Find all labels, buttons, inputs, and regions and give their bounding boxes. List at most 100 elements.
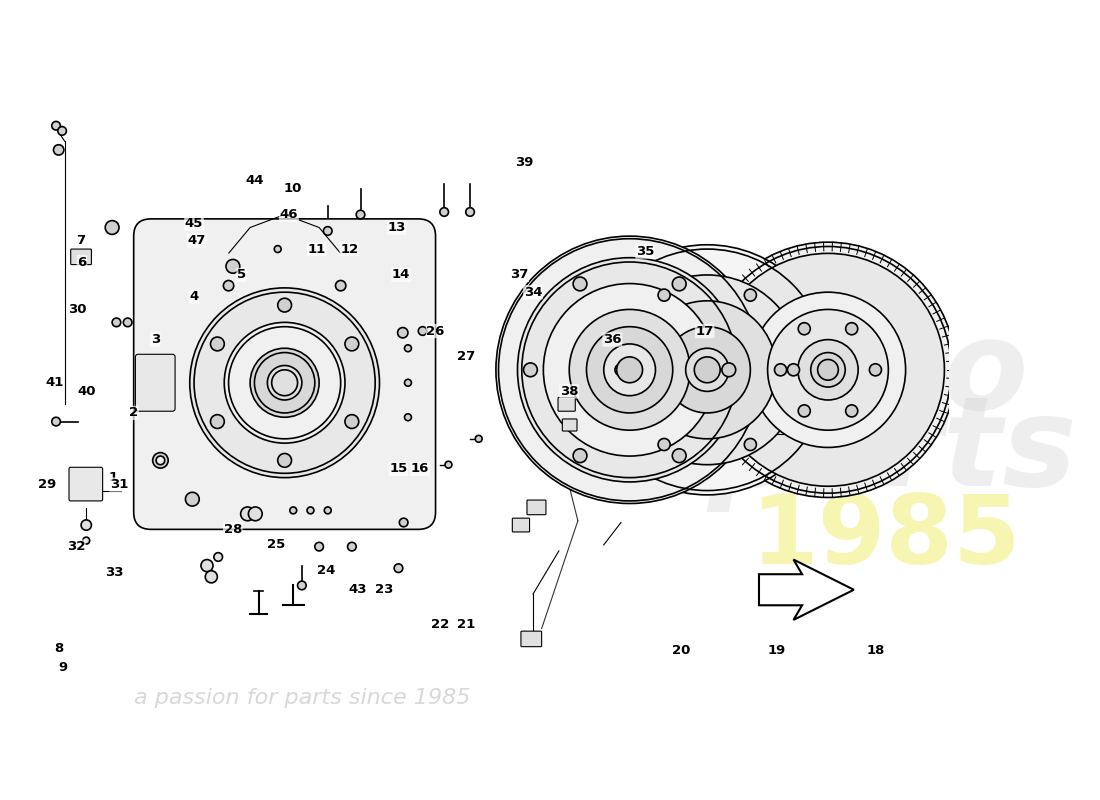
Text: 25: 25 xyxy=(267,538,285,550)
Circle shape xyxy=(658,289,670,301)
FancyBboxPatch shape xyxy=(70,249,91,265)
Text: 2: 2 xyxy=(129,406,139,419)
Text: 46: 46 xyxy=(279,208,298,221)
Circle shape xyxy=(201,559,213,572)
Circle shape xyxy=(869,364,881,376)
Circle shape xyxy=(524,363,537,377)
Text: 11: 11 xyxy=(307,242,326,255)
Circle shape xyxy=(613,275,802,465)
Text: a passion for parts since 1985: a passion for parts since 1985 xyxy=(134,687,470,707)
Text: 29: 29 xyxy=(39,478,56,491)
Circle shape xyxy=(52,122,60,130)
Text: 40: 40 xyxy=(77,385,96,398)
FancyBboxPatch shape xyxy=(135,354,175,411)
Circle shape xyxy=(465,208,474,216)
Circle shape xyxy=(397,327,408,338)
Circle shape xyxy=(774,364,786,376)
Text: 1: 1 xyxy=(109,471,118,484)
Circle shape xyxy=(210,414,224,429)
Circle shape xyxy=(722,363,736,377)
Circle shape xyxy=(745,438,757,450)
Circle shape xyxy=(323,226,332,235)
Circle shape xyxy=(817,359,838,380)
Circle shape xyxy=(210,337,224,351)
Text: 45: 45 xyxy=(185,217,204,230)
Circle shape xyxy=(405,414,411,421)
Circle shape xyxy=(405,379,411,386)
Text: 18: 18 xyxy=(866,644,884,657)
Text: 34: 34 xyxy=(524,286,542,298)
Text: 33: 33 xyxy=(106,566,124,579)
Circle shape xyxy=(336,281,345,291)
Circle shape xyxy=(658,438,670,450)
Text: 15: 15 xyxy=(389,462,408,475)
Circle shape xyxy=(638,301,777,439)
Circle shape xyxy=(798,340,858,400)
Text: 37: 37 xyxy=(510,269,528,282)
Circle shape xyxy=(52,418,60,426)
Text: parts: parts xyxy=(707,391,1077,512)
Circle shape xyxy=(750,292,905,447)
Circle shape xyxy=(712,254,945,486)
FancyBboxPatch shape xyxy=(69,467,102,501)
Circle shape xyxy=(701,242,956,498)
Text: 28: 28 xyxy=(223,523,242,536)
Text: 21: 21 xyxy=(456,618,475,630)
Circle shape xyxy=(298,581,306,590)
Circle shape xyxy=(106,221,119,234)
Circle shape xyxy=(475,435,482,442)
Text: 47: 47 xyxy=(187,234,206,247)
Circle shape xyxy=(569,310,690,430)
Polygon shape xyxy=(759,559,854,620)
Text: 38: 38 xyxy=(560,385,579,398)
Circle shape xyxy=(617,357,642,382)
Text: 32: 32 xyxy=(67,540,85,553)
Text: 9: 9 xyxy=(58,661,67,674)
Circle shape xyxy=(186,492,199,506)
Circle shape xyxy=(694,357,720,382)
Circle shape xyxy=(307,507,314,514)
Text: 22: 22 xyxy=(431,618,449,630)
FancyBboxPatch shape xyxy=(513,518,529,532)
Circle shape xyxy=(277,298,292,312)
Circle shape xyxy=(189,288,380,478)
Circle shape xyxy=(811,353,845,387)
Text: 12: 12 xyxy=(340,242,359,255)
Text: 8: 8 xyxy=(54,642,64,655)
Circle shape xyxy=(846,322,858,334)
Circle shape xyxy=(250,348,319,418)
Text: 14: 14 xyxy=(392,269,410,282)
Text: 41: 41 xyxy=(45,376,64,390)
Circle shape xyxy=(496,236,763,503)
Circle shape xyxy=(768,310,889,430)
Circle shape xyxy=(249,507,262,521)
Text: 5: 5 xyxy=(236,269,246,282)
FancyBboxPatch shape xyxy=(521,631,541,646)
Circle shape xyxy=(123,318,132,326)
Text: 1985: 1985 xyxy=(750,491,1021,585)
Circle shape xyxy=(289,507,297,514)
Circle shape xyxy=(277,454,292,467)
Circle shape xyxy=(153,453,168,468)
Text: 6: 6 xyxy=(77,255,87,269)
Circle shape xyxy=(356,210,365,219)
Text: 3: 3 xyxy=(151,333,160,346)
Circle shape xyxy=(274,246,282,253)
Text: 19: 19 xyxy=(767,644,785,657)
Circle shape xyxy=(685,348,729,391)
Text: 39: 39 xyxy=(515,156,534,170)
Circle shape xyxy=(440,208,449,216)
Circle shape xyxy=(582,245,833,495)
Circle shape xyxy=(615,364,627,376)
Text: euro: euro xyxy=(707,314,1028,434)
Text: 4: 4 xyxy=(189,290,199,303)
Circle shape xyxy=(58,126,66,135)
Text: 24: 24 xyxy=(317,564,336,578)
Circle shape xyxy=(345,337,359,351)
Text: 35: 35 xyxy=(636,245,654,258)
FancyBboxPatch shape xyxy=(562,419,578,431)
Circle shape xyxy=(446,462,452,468)
Text: 31: 31 xyxy=(110,478,129,491)
Circle shape xyxy=(345,414,359,429)
Circle shape xyxy=(267,366,301,400)
